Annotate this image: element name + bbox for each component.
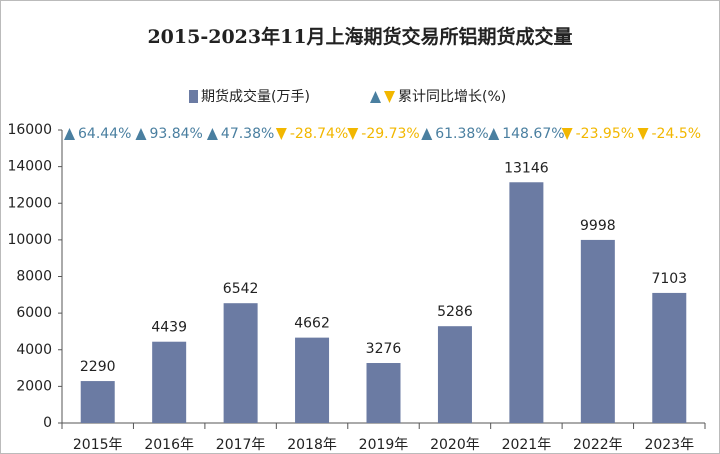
bar: [223, 303, 258, 423]
legend-label: 期货成交量(万手): [201, 88, 310, 105]
data-label: 2290: [80, 359, 116, 375]
y-tick-label: 4000: [16, 342, 52, 358]
growth-label: -23.95%: [576, 126, 634, 142]
growth-annotation: -24.5%: [637, 126, 702, 142]
bar: [295, 337, 330, 423]
y-tick-label: 2000: [16, 378, 52, 394]
data-label: 4439: [151, 320, 187, 336]
y-tick-label: 10000: [7, 232, 52, 248]
data-label: 9998: [580, 218, 616, 234]
legend-swatch-up: [370, 91, 381, 103]
up-arrow: [488, 128, 500, 140]
y-tick-label: 16000: [7, 122, 52, 138]
growth-annotation: -23.95%: [561, 126, 634, 142]
chart-title: 2015-2023年11月上海期货交易所铝期货成交量: [147, 25, 572, 48]
bar: [366, 363, 401, 423]
growth-label: 47.38%: [221, 126, 274, 142]
y-tick-label: 6000: [16, 305, 52, 321]
bar: [437, 326, 472, 423]
x-tick-label: 2018年: [287, 437, 337, 453]
x-tick-label: 2022年: [573, 437, 623, 453]
x-tick-label: 2020年: [430, 437, 480, 453]
bar: [80, 381, 115, 423]
growth-annotation: 61.38%: [421, 126, 489, 142]
up-arrow: [421, 128, 433, 140]
data-label: 5286: [437, 304, 473, 320]
bar: [580, 239, 615, 423]
growth-annotation: 93.84%: [135, 126, 203, 142]
growth-label: 93.84%: [149, 126, 202, 142]
growth-label: -29.73%: [361, 126, 419, 142]
y-tick-label: 8000: [16, 269, 52, 285]
data-label: 7103: [651, 271, 687, 287]
up-arrow: [64, 128, 76, 140]
legend-swatch-bar: [189, 90, 198, 103]
bar: [509, 182, 544, 423]
x-tick-label: 2017年: [216, 437, 266, 453]
bar: [652, 292, 687, 423]
growth-label: 64.44%: [78, 126, 131, 142]
growth-label: 148.67%: [502, 126, 564, 142]
x-tick-label: 2019年: [359, 437, 409, 453]
x-tick-label: 2015年: [73, 437, 123, 453]
x-tick-label: 2023年: [644, 437, 694, 453]
bar: [152, 341, 187, 423]
growth-annotation: -28.74%: [275, 126, 348, 142]
up-arrow: [206, 128, 218, 140]
up-arrow: [135, 128, 147, 140]
down-arrow: [275, 128, 287, 140]
y-tick-label: 14000: [7, 159, 52, 175]
y-tick-label: 0: [43, 415, 52, 431]
down-arrow: [347, 128, 359, 140]
growth-label: 61.38%: [435, 126, 488, 142]
growth-annotation: 64.44%: [64, 126, 131, 142]
x-tick-label: 2021年: [502, 437, 552, 453]
x-tick-label: 2016年: [144, 437, 194, 453]
growth-annotation: 47.38%: [206, 126, 274, 142]
data-label: 4662: [294, 316, 330, 332]
down-arrow: [561, 128, 573, 140]
data-label: 3276: [366, 341, 402, 357]
growth-annotation: -29.73%: [347, 126, 420, 142]
y-tick-label: 12000: [7, 195, 52, 211]
growth-label: -24.5%: [652, 126, 702, 142]
data-label: 6542: [223, 281, 259, 297]
growth-annotation: 148.67%: [488, 126, 565, 142]
growth-label: -28.74%: [290, 126, 348, 142]
legend-label: 累计同比增长(%): [398, 89, 506, 105]
legend-swatch-down: [384, 91, 395, 103]
data-label: 13146: [504, 160, 549, 176]
down-arrow: [637, 128, 649, 140]
